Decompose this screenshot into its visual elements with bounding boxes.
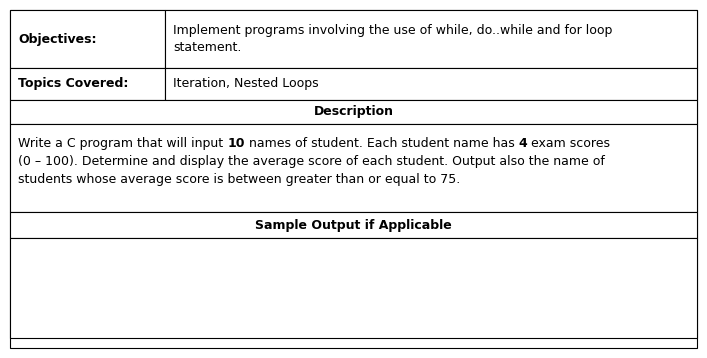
Text: names of student. Each student name has: names of student. Each student name has bbox=[245, 137, 518, 150]
Bar bbox=[165, 10, 697, 68]
Text: Iteration, Nested Loops: Iteration, Nested Loops bbox=[173, 77, 319, 91]
Bar bbox=[10, 124, 697, 212]
Text: (0 – 100). Determine and display the average score of each student. Output also : (0 – 100). Determine and display the ave… bbox=[18, 155, 605, 168]
Bar bbox=[10, 238, 697, 338]
Text: Sample Output if Applicable: Sample Output if Applicable bbox=[255, 218, 452, 232]
Bar bbox=[10, 68, 165, 100]
Bar bbox=[10, 10, 165, 68]
Bar bbox=[10, 100, 697, 124]
Bar bbox=[10, 212, 697, 238]
Text: Description: Description bbox=[313, 106, 394, 118]
Text: statement.: statement. bbox=[173, 41, 241, 54]
Text: exam scores: exam scores bbox=[527, 137, 610, 150]
Text: 10: 10 bbox=[227, 137, 245, 150]
Text: Topics Covered:: Topics Covered: bbox=[18, 77, 129, 91]
Text: 4: 4 bbox=[518, 137, 527, 150]
Text: students whose average score is between greater than or equal to 75.: students whose average score is between … bbox=[18, 173, 460, 186]
Bar bbox=[165, 68, 697, 100]
Text: Implement programs involving the use of while, do..while and for loop: Implement programs involving the use of … bbox=[173, 24, 612, 37]
Text: Objectives:: Objectives: bbox=[18, 33, 96, 45]
Text: Write a C program that will input: Write a C program that will input bbox=[18, 137, 227, 150]
